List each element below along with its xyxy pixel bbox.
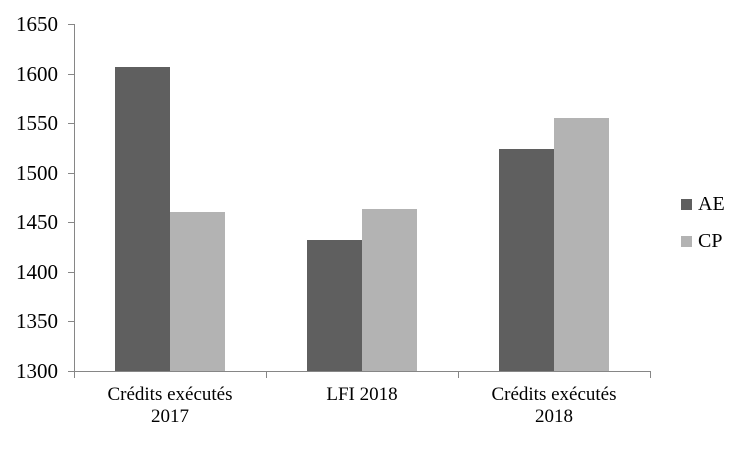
x-axis-line (74, 371, 650, 372)
bar-cp-1 (362, 209, 417, 371)
x-axis-category-label: Crédits exécutés 2018 (458, 384, 650, 428)
x-axis-label-line: 2017 (151, 406, 189, 427)
y-axis-tick-label: 1550 (16, 111, 58, 136)
x-axis-label-line: LFI 2018 (326, 384, 398, 405)
y-axis-tick (68, 222, 74, 224)
y-axis-tick-label: 1600 (16, 61, 58, 86)
x-axis-label-line: Crédits exécutés (491, 384, 617, 405)
y-axis-tick (68, 24, 74, 25)
legend-label-cp: CP (698, 230, 723, 252)
y-axis-tick (68, 371, 74, 372)
y-axis-tick-label: 1650 (16, 12, 58, 36)
y-axis-tick-label: 1400 (16, 259, 58, 284)
x-axis-category-label: Crédits exécutés 2017 (74, 384, 266, 428)
x-axis-label-line: 2018 (535, 406, 573, 427)
y-axis-tick (68, 73, 74, 75)
x-axis-tick (458, 371, 459, 378)
y-axis-line (74, 24, 75, 378)
y-axis-tick (68, 271, 74, 273)
bar-ae-1 (307, 240, 362, 371)
bar-ae-0 (115, 66, 170, 371)
x-axis-label-line: Crédits exécutés (107, 384, 233, 405)
y-axis-tick (68, 172, 74, 174)
legend-label-ae: AE (698, 193, 725, 215)
y-axis-tick-label: 1500 (16, 160, 58, 185)
x-axis-tick (650, 371, 651, 378)
bar-cp-2 (554, 118, 609, 371)
legend: AE CP (681, 194, 725, 268)
legend-marker-cp (681, 236, 692, 247)
bar-cp-0 (170, 212, 225, 371)
y-axis-tick-label: 1350 (16, 309, 58, 334)
y-axis-tick (68, 123, 74, 125)
legend-item-cp: CP (681, 231, 725, 252)
x-axis-tick (266, 371, 267, 378)
legend-item-ae: AE (681, 194, 725, 215)
y-axis-tick (68, 321, 74, 323)
x-axis-category-label: LFI 2018 (266, 384, 458, 406)
y-axis-tick-label: 1300 (16, 359, 58, 383)
bar-ae-2 (499, 148, 554, 371)
legend-marker-ae (681, 199, 692, 210)
y-axis-tick-label: 1450 (16, 210, 58, 235)
